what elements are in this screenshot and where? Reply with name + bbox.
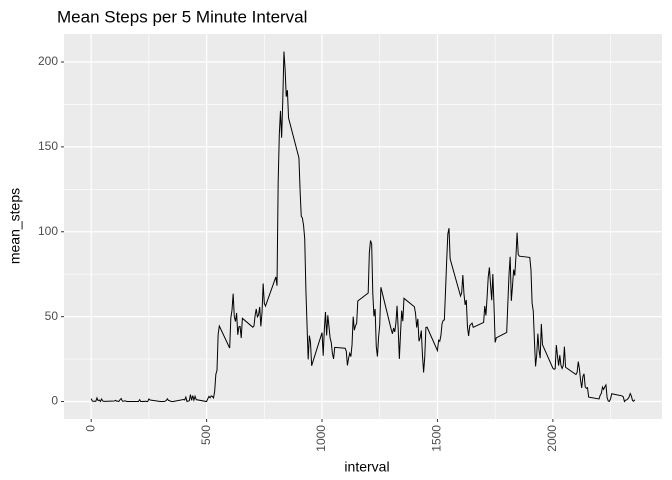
y-tick-label: 150 — [38, 139, 58, 153]
x-tick-label: 1500 — [430, 425, 444, 452]
y-axis-title: mean_steps — [7, 188, 23, 264]
y-tick-label: 100 — [38, 224, 58, 238]
x-tick-label: 2000 — [545, 425, 559, 452]
plot-panel — [64, 34, 662, 419]
chart-title: Mean Steps per 5 Minute Interval — [57, 7, 307, 26]
y-tick-label: 0 — [51, 394, 58, 408]
y-tick-label: 50 — [45, 309, 59, 323]
x-tick-label: 500 — [199, 425, 213, 445]
y-tick-label: 200 — [38, 54, 58, 68]
x-axis-title: interval — [344, 459, 389, 475]
x-tick-label: 0 — [83, 425, 97, 432]
x-tick-label: 1000 — [314, 425, 328, 452]
data-line — [90, 51, 636, 403]
